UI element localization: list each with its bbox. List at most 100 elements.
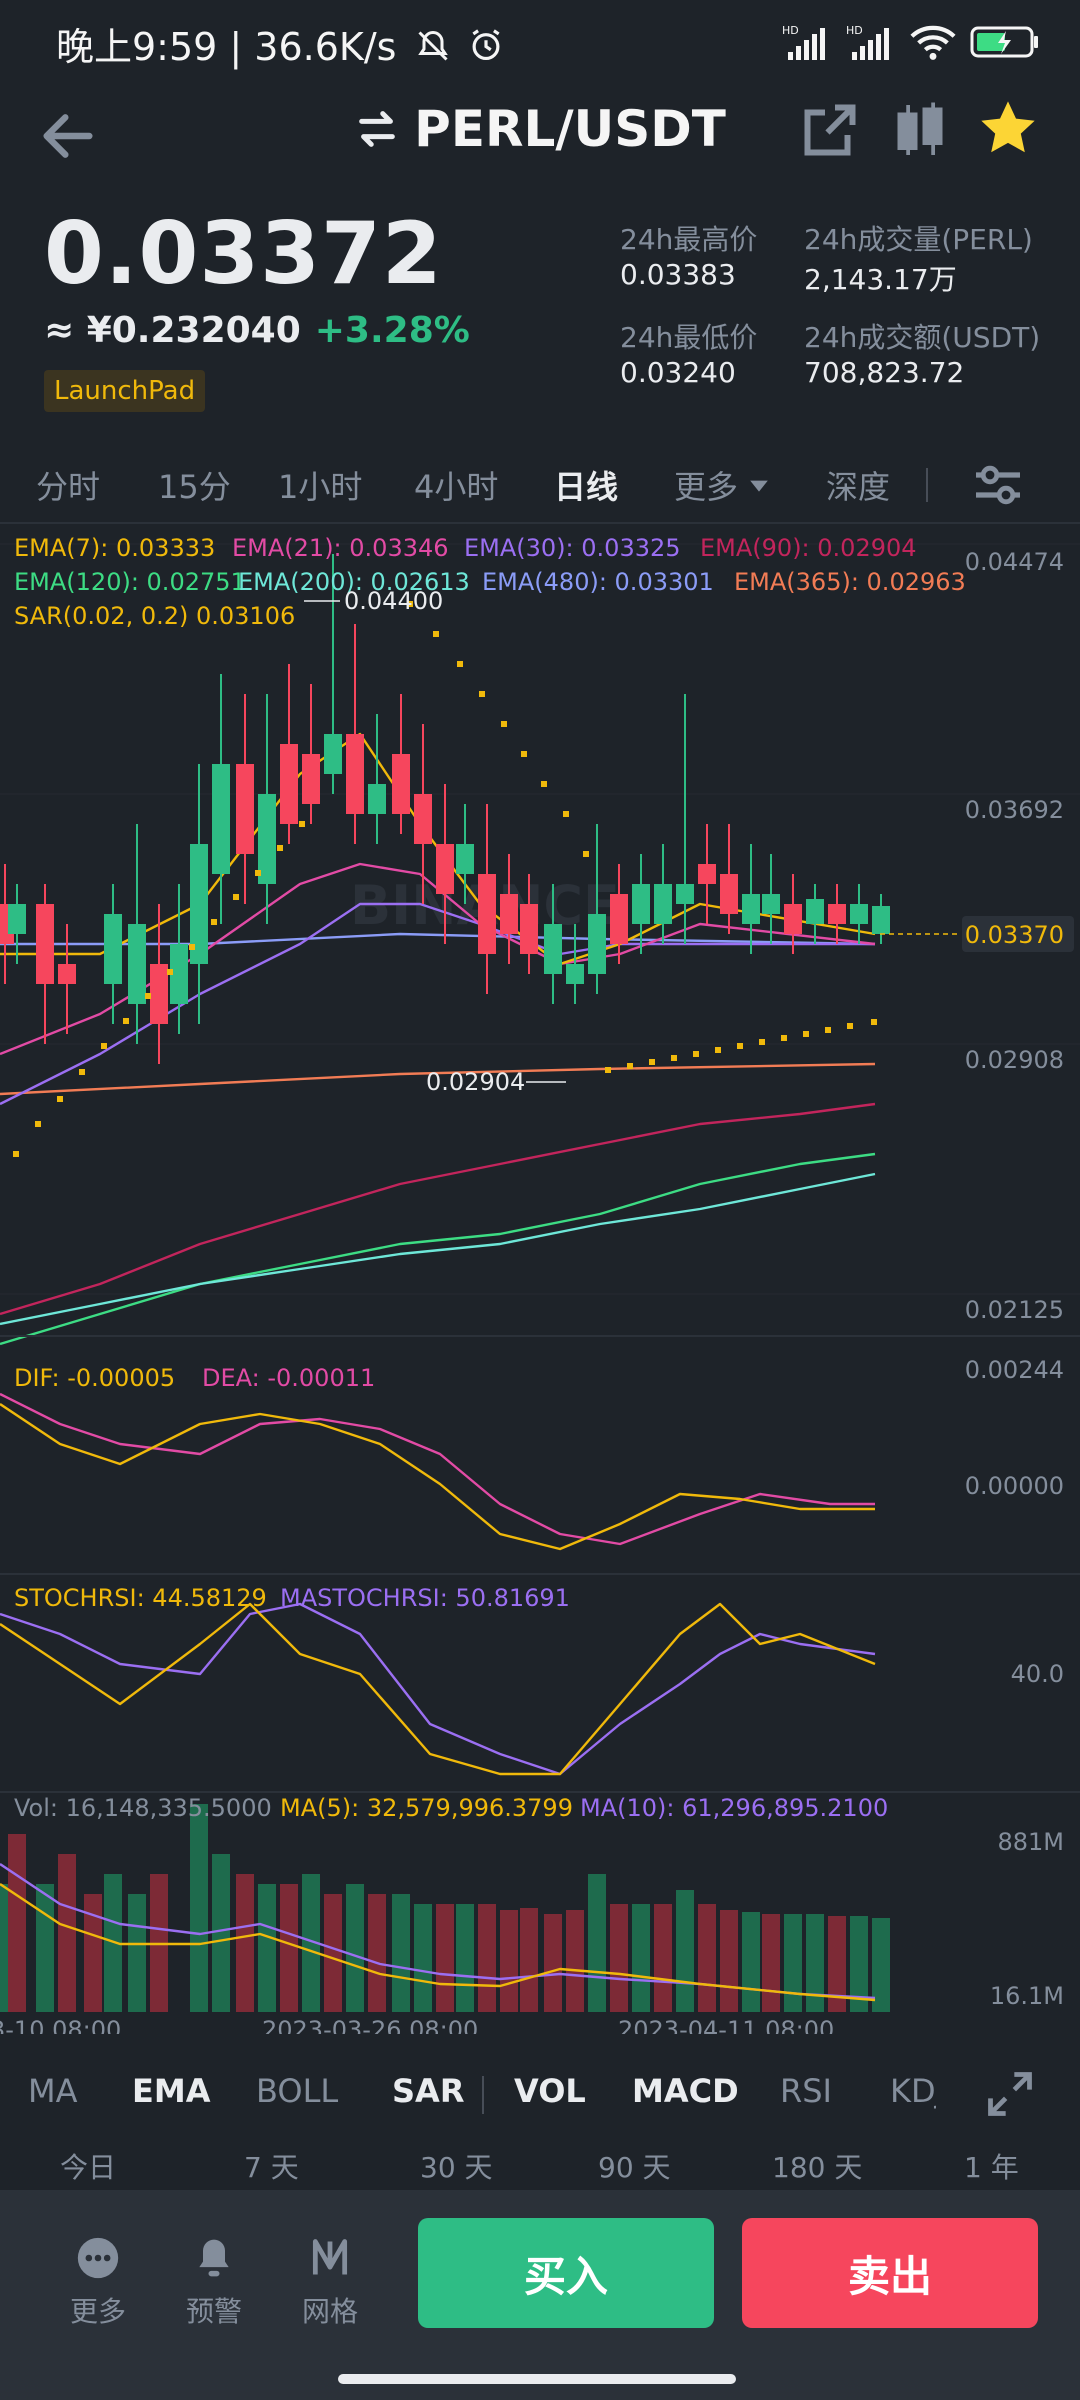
- candle-body: [456, 844, 474, 874]
- indicator-selector: MA EMA BOLL SAR VOL MACD RSI KDJ: [0, 2054, 1080, 2138]
- sar-dot: [759, 1039, 765, 1045]
- range-90d[interactable]: 90 天: [598, 2151, 671, 2184]
- stochrsi-lines: [0, 1602, 876, 1776]
- indicator-sar[interactable]: SAR: [392, 2072, 465, 2110]
- sar-dot: [479, 691, 485, 697]
- tab-15m[interactable]: 15分: [158, 468, 231, 506]
- volume-bar: [258, 1884, 276, 2012]
- sar-dot: [627, 1063, 633, 1069]
- alert-action[interactable]: 预警: [174, 2236, 254, 2330]
- price-axis-tick: 0.02908: [965, 1046, 1064, 1074]
- sar-dot: [541, 781, 547, 787]
- volume-bar: [520, 1908, 538, 2012]
- launchpad-badge[interactable]: LaunchPad: [44, 370, 206, 412]
- volume-bar: [544, 1914, 562, 2012]
- candle-body: [212, 764, 230, 874]
- sar-dot: [521, 751, 527, 757]
- current-price-tag-bg: [962, 916, 1074, 952]
- chart-grid: [0, 543, 1080, 1295]
- indicator-macd[interactable]: MACD: [632, 2072, 739, 2110]
- range-30d[interactable]: 30 天: [420, 2151, 493, 2184]
- candle-body: [806, 899, 824, 924]
- cny-price: ≈ ¥0.232040: [44, 310, 301, 351]
- legend-ema200: EMA(200): 0.02613: [238, 568, 470, 596]
- sar-dot: [407, 601, 413, 607]
- tab-1h[interactable]: 1小时: [278, 468, 363, 506]
- sar-dot: [211, 919, 217, 925]
- grid-trading-icon: [312, 2239, 348, 2275]
- volume-bar: [762, 1914, 780, 2012]
- indicator-boll[interactable]: BOLL: [256, 2072, 339, 2110]
- price-axis-tick: 0.02125: [965, 1296, 1064, 1324]
- indicator-rsi[interactable]: RSI: [780, 2072, 832, 2110]
- candle-body: [544, 924, 562, 974]
- sar-dot: [501, 721, 507, 727]
- price-chart[interactable]: BINANCE EMA(7): 0.03333 EMA(21): 0.03346…: [0, 524, 1080, 2034]
- candle-body: [762, 894, 780, 914]
- candle-body: [258, 794, 276, 884]
- favorite-star-icon[interactable]: [976, 96, 1040, 160]
- candle-body: [324, 734, 342, 774]
- price-axis: 0.04474 0.03692 0.02908 0.02125: [965, 548, 1064, 1324]
- legend-ema30: EMA(30): 0.03325: [464, 534, 681, 562]
- indicator-kdj[interactable]: KDJ: [890, 2072, 936, 2110]
- indicator-ma[interactable]: MA: [28, 2072, 78, 2110]
- range-7d[interactable]: 7 天: [244, 2151, 299, 2184]
- volume-bar: [566, 1910, 584, 2012]
- candle-body: [520, 904, 538, 954]
- range-180d[interactable]: 180 天: [772, 2151, 863, 2184]
- pair-selector[interactable]: PERL/USDT: [0, 100, 1080, 164]
- range-1y[interactable]: 1 年: [964, 2151, 1019, 2184]
- macd-axis-tick: 0.00244: [965, 1356, 1064, 1384]
- share-icon[interactable]: [800, 98, 860, 162]
- ema120-line: [0, 1152, 876, 1346]
- legend-dif: DIF: -0.00005: [14, 1364, 175, 1392]
- tab-4h[interactable]: 4小时: [414, 468, 499, 506]
- price-axis-tick: 0.04474: [965, 548, 1064, 576]
- candle-body: [632, 884, 650, 924]
- sar-dot: [871, 1019, 877, 1025]
- svg-text:HD: HD: [782, 24, 799, 37]
- volume-24h-label: 24h成交量(PERL): [804, 223, 1033, 256]
- tab-more[interactable]: 更多: [674, 462, 770, 508]
- chart-mode-icon[interactable]: [890, 98, 950, 162]
- back-arrow-icon[interactable]: [36, 104, 100, 168]
- x-axis-label: 2023-04-11 08:00: [618, 2016, 834, 2034]
- fullscreen-expand-icon[interactable]: [984, 2068, 1036, 2120]
- legend-ema365: EMA(365): 0.02963: [734, 568, 966, 596]
- sar-dot: [605, 1067, 611, 1073]
- more-action[interactable]: 更多: [58, 2236, 138, 2330]
- sar-dot: [433, 631, 439, 637]
- sar-dot: [255, 870, 261, 876]
- home-indicator: [338, 2374, 736, 2384]
- legend-ema90: EMA(90): 0.02904: [700, 534, 917, 562]
- sar-dot: [693, 1051, 699, 1057]
- x-axis-label: 3-10 08:00: [0, 2016, 121, 2034]
- sell-button[interactable]: 卖出: [742, 2218, 1038, 2328]
- chart-settings-sliders-icon[interactable]: [970, 460, 1026, 510]
- indicator-vol[interactable]: VOL: [514, 2072, 586, 2110]
- sar-dot: [35, 1121, 41, 1127]
- range-today[interactable]: 今日: [60, 2151, 117, 2184]
- indicator-ema[interactable]: EMA: [132, 2072, 211, 2110]
- legend-vol-ma10: MA(10): 61,296,895.2100: [580, 1794, 888, 1822]
- more-dots-icon: [77, 2237, 119, 2279]
- sar-dot: [145, 993, 151, 999]
- sar-dot: [101, 1043, 107, 1049]
- tab-time-sharing[interactable]: 分时: [36, 468, 101, 506]
- legend-vol: Vol: 16,148,335.5000: [14, 1794, 272, 1822]
- volume-bar: [610, 1904, 628, 2012]
- tab-1d[interactable]: 日线: [554, 468, 619, 506]
- sar-dot: [233, 894, 239, 900]
- tab-depth[interactable]: 深度: [826, 468, 891, 506]
- grid-action[interactable]: 网格: [290, 2236, 370, 2330]
- alarm-clock-icon: [472, 29, 500, 61]
- candle-body: [436, 844, 454, 894]
- volume-bar: [302, 1874, 320, 2012]
- tab-more-label: 更多: [674, 468, 739, 506]
- ema-legend: EMA(7): 0.03333 EMA(21): 0.03346 EMA(30)…: [14, 534, 966, 630]
- buy-button[interactable]: 买入: [418, 2218, 714, 2328]
- ema200-line: [0, 1172, 876, 1326]
- more-label: 更多: [69, 2295, 126, 2328]
- volume-bar: [414, 1904, 432, 2012]
